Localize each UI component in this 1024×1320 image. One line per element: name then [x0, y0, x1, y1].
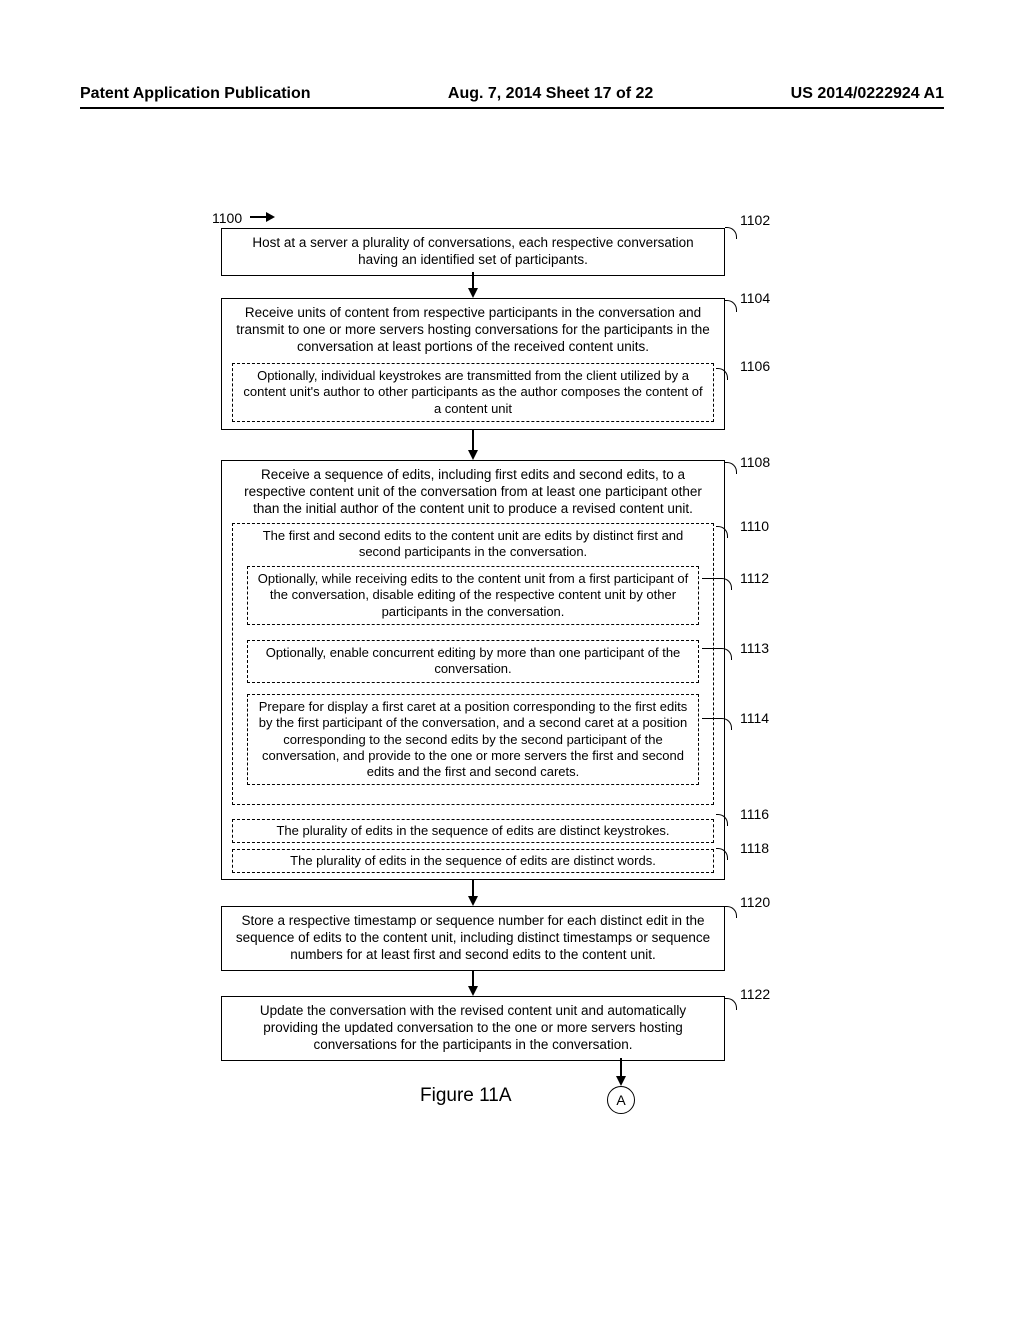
lead-1113: [702, 648, 732, 660]
step-1116: The plurality of edits in the sequence o…: [232, 819, 714, 843]
arrow-1122-A-line: [620, 1058, 622, 1078]
ref-1106: 1106: [740, 358, 770, 374]
step-1104: Receive units of content from respective…: [221, 298, 725, 430]
step-1120-text: Store a respective timestamp or sequence…: [236, 913, 710, 962]
ref-1102: 1102: [740, 212, 770, 228]
arrow-1120-1122-head: [468, 986, 478, 996]
connector-A-label: A: [616, 1092, 625, 1108]
ref-1113: 1113: [740, 640, 769, 656]
arrow-1122-A-head: [616, 1076, 626, 1086]
lead-1120: [725, 906, 737, 918]
header-mid: Aug. 7, 2014 Sheet 17 of 22: [448, 85, 653, 103]
step-1108: Receive a sequence of edits, including f…: [221, 460, 725, 880]
step-1112-text: Optionally, while receiving edits to the…: [258, 571, 688, 619]
step-1118-text: The plurality of edits in the sequence o…: [290, 853, 656, 868]
step-1102: Host at a server a plurality of conversa…: [221, 228, 725, 276]
header-left: Patent Application Publication: [80, 85, 311, 103]
step-1106: Optionally, individual keystrokes are tr…: [232, 363, 714, 422]
lead-1114: [702, 718, 732, 730]
ref-1118: 1118: [740, 840, 769, 856]
ref-1100-arrowhead: [266, 212, 275, 222]
step-1122: Update the conversation with the revised…: [221, 996, 725, 1061]
ref-1122: 1122: [740, 986, 770, 1002]
step-1113-text: Optionally, enable concurrent editing by…: [266, 645, 681, 676]
lead-1118: [716, 848, 728, 860]
step-1116-text: The plurality of edits in the sequence o…: [276, 823, 669, 838]
lead-1102: [725, 227, 737, 239]
step-1104-text: Receive units of content from respective…: [228, 305, 718, 356]
ref-1100: 1100: [212, 210, 242, 226]
lead-1108: [725, 462, 737, 474]
step-1122-text: Update the conversation with the revised…: [260, 1003, 686, 1052]
step-1114-text: Prepare for display a first caret at a p…: [259, 699, 688, 779]
arrow-1104-1108-line: [472, 430, 474, 452]
ref-1120: 1120: [740, 894, 770, 910]
page-header: Patent Application Publication Aug. 7, 2…: [80, 85, 944, 109]
arrow-1108-1120-head: [468, 896, 478, 906]
lead-1110: [716, 526, 728, 538]
step-1108-text: Receive a sequence of edits, including f…: [228, 467, 718, 518]
arrow-1104-1108-head: [468, 450, 478, 460]
lead-1122: [725, 998, 737, 1010]
ref-1108: 1108: [740, 454, 770, 470]
lead-1116: [716, 814, 728, 826]
ref-1114: 1114: [740, 710, 769, 726]
ref-1116: 1116: [740, 806, 769, 822]
header-right: US 2014/0222924 A1: [791, 85, 944, 103]
step-1110: The first and second edits to the conten…: [232, 523, 714, 805]
step-1120: Store a respective timestamp or sequence…: [221, 906, 725, 971]
connector-A: A: [607, 1086, 635, 1114]
ref-1104: 1104: [740, 290, 770, 306]
ref-1112: 1112: [740, 570, 769, 586]
figure-caption: Figure 11A: [420, 1085, 512, 1107]
lead-1112: [702, 578, 732, 590]
step-1106-text: Optionally, individual keystrokes are tr…: [243, 368, 702, 416]
step-1113: Optionally, enable concurrent editing by…: [247, 640, 699, 683]
lead-1106: [716, 368, 728, 380]
step-1110-text: The first and second edits to the conten…: [239, 528, 707, 561]
step-1112: Optionally, while receiving edits to the…: [247, 566, 699, 625]
ref-1110: 1110: [740, 518, 769, 534]
arrow-1102-1104-head: [468, 288, 478, 298]
step-1114: Prepare for display a first caret at a p…: [247, 694, 699, 785]
step-1102-text: Host at a server a plurality of conversa…: [252, 235, 693, 267]
lead-1104: [725, 300, 737, 312]
step-1118: The plurality of edits in the sequence o…: [232, 849, 714, 873]
